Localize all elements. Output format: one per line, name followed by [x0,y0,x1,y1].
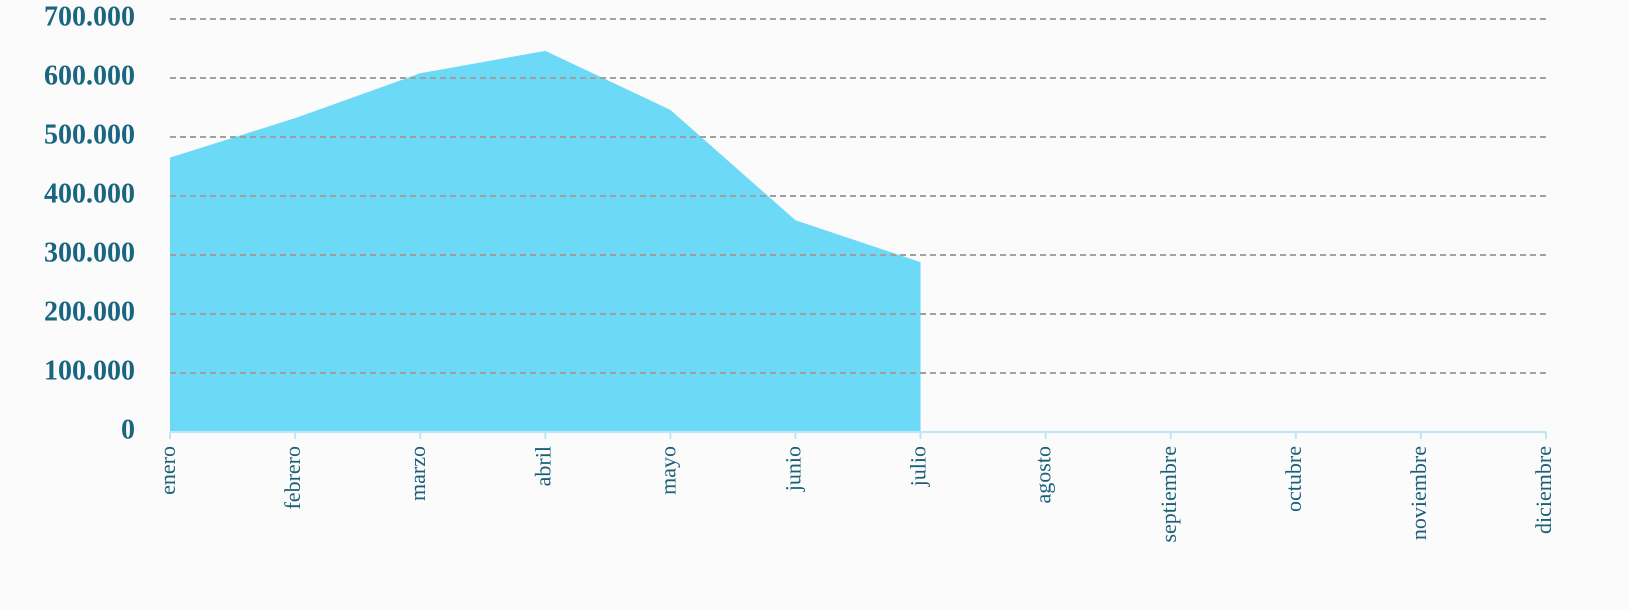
y-tick-label: 700.000 [44,1,135,32]
y-tick-label: 200.000 [44,296,135,327]
x-tick-label: junio [781,446,806,492]
y-tick-label: 400.000 [44,178,135,209]
x-tick-label: agosto [1031,446,1056,503]
x-tick-label: diciembre [1531,446,1556,534]
x-tick-label: marzo [405,446,430,501]
x-tick-label: febrero [280,446,305,510]
x-tick-label: abril [530,446,555,486]
y-tick-label: 100.000 [44,355,135,386]
y-tick-label: 500.000 [44,119,135,150]
area [170,50,921,433]
y-tick-label: 600.000 [44,60,135,91]
x-tick-label: octubre [1281,446,1306,512]
x-tick-label: julio [906,446,931,487]
x-tick-label: septiembre [1156,446,1181,543]
x-tick-label: mayo [655,446,680,495]
x-tick-label: noviembre [1406,446,1431,540]
x-tick-label: enero [155,446,180,495]
y-tick-label: 0 [121,414,135,445]
y-tick-label: 300.000 [44,237,135,268]
